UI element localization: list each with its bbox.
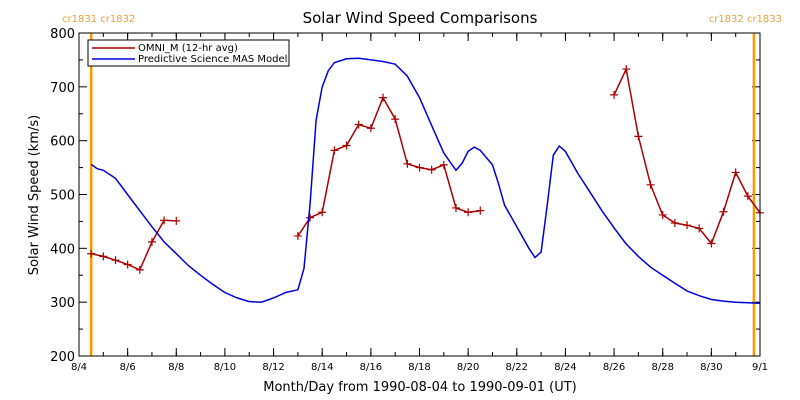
omni-data-point: [379, 93, 388, 102]
omni-data-point: [160, 216, 169, 225]
omni-data-point: [670, 219, 679, 228]
x-tick-label: 8/10: [214, 362, 236, 373]
omni-data-point: [342, 141, 351, 150]
omni-data-point: [743, 192, 752, 201]
x-tick-label: 8/26: [603, 362, 625, 373]
omni-data-point: [415, 163, 424, 172]
omni-data-point: [147, 237, 156, 246]
x-tick-label: 8/6: [120, 362, 136, 373]
x-tick-label: 8/12: [262, 362, 284, 373]
omni-data-point: [634, 132, 643, 141]
y-tick-label: 400: [50, 242, 75, 257]
x-tick-label: 8/4: [71, 362, 87, 373]
omni-data-point: [683, 221, 692, 230]
omni-data-point: [476, 206, 485, 215]
x-tick-label: 8/28: [651, 362, 673, 373]
omni-data-point: [99, 252, 108, 261]
omni-data-point: [658, 210, 667, 219]
omni-series-line: [297, 95, 481, 237]
chart-title: Solar Wind Speed Comparisons: [303, 9, 538, 27]
omni-data-point: [293, 231, 302, 240]
omni-data-point: [391, 115, 400, 124]
legend-box: [87, 39, 290, 67]
x-tick-label: 8/24: [554, 362, 576, 373]
omni-data-point: [306, 213, 315, 222]
omni-data-point: [695, 224, 704, 233]
y-tick-label: 500: [50, 189, 75, 204]
omni-data-point: [646, 180, 655, 189]
y-tick-label: 200: [50, 350, 75, 365]
y-tick-label: 700: [50, 81, 75, 96]
y-tick-label: 300: [50, 296, 75, 311]
omni-data-point: [123, 260, 132, 269]
x-tick-label: 8/14: [311, 362, 333, 373]
omni-data-point: [464, 208, 473, 217]
omni-data-point: [427, 165, 436, 174]
omni-data-point: [719, 207, 728, 216]
x-tick-label: 8/22: [506, 362, 528, 373]
omni-data-point: [403, 159, 412, 168]
y-tick-label: 800: [50, 27, 75, 42]
omni-data-point: [366, 124, 375, 133]
omni-data-point: [172, 216, 181, 225]
omni-data-point: [87, 249, 96, 258]
omni-data-point: [610, 90, 619, 99]
plot-frame: [78, 32, 761, 357]
x-tick-label: 8/18: [408, 362, 430, 373]
omni-data-point: [318, 208, 327, 217]
legend-label-mas: Predictive Science MAS Model: [138, 54, 287, 65]
omni-data-point: [111, 256, 120, 265]
chart-marks: 200 300 400 500 600 700 800 8/4 8/6 8/8 8/10 8/12 8/…: [50, 14, 782, 373]
omni-data-point: [330, 146, 339, 155]
y-axis-label: Solar Wind Speed (km/s): [27, 115, 42, 275]
omni-data-point: [451, 203, 460, 212]
omni-data-point: [354, 120, 363, 129]
omni-series-line: [91, 219, 177, 271]
x-axis-label: Month/Day from 1990-08-04 to 1990-09-01 …: [263, 380, 576, 395]
x-tick-label: 9/1: [752, 362, 768, 373]
omni-data-point: [707, 239, 716, 248]
x-tick-label: 8/8: [168, 362, 184, 373]
x-tick-label: 8/16: [360, 362, 382, 373]
mas-model-series-line: [90, 57, 760, 304]
legend-label-omni: OMNI_M (12-hr avg): [138, 43, 238, 54]
omni-data-point: [731, 168, 740, 177]
x-tick-label: 8/30: [700, 362, 722, 373]
y-tick-label: 600: [50, 135, 75, 150]
omni-data-point: [135, 265, 144, 274]
carrington-marker-label: cr1832 cr1833: [709, 14, 782, 25]
carrington-marker-label: cr1831 cr1832: [62, 14, 135, 25]
omni-data-point: [622, 65, 631, 74]
omni-data-point: [439, 160, 448, 169]
legend: OMNI_M (12-hr avg) Predictive Science MA…: [87, 39, 290, 67]
x-tick-label: 8/20: [457, 362, 479, 373]
